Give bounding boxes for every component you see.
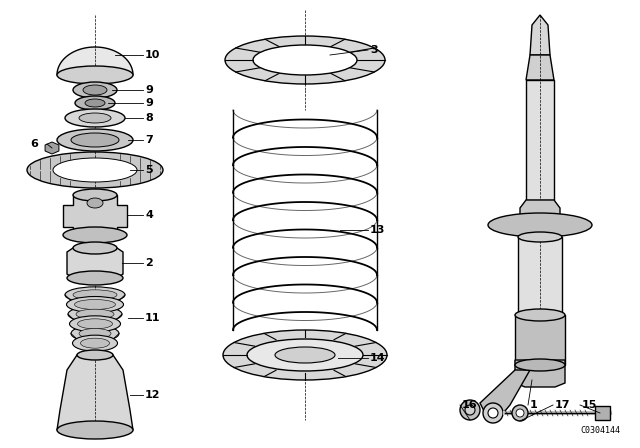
Ellipse shape [73, 290, 117, 300]
Text: 11: 11 [145, 313, 161, 323]
Text: 8: 8 [145, 113, 153, 123]
Ellipse shape [518, 232, 562, 242]
Polygon shape [45, 142, 59, 154]
Ellipse shape [253, 45, 357, 75]
Ellipse shape [87, 198, 103, 208]
Ellipse shape [57, 421, 133, 439]
Polygon shape [518, 237, 562, 345]
Polygon shape [515, 360, 565, 387]
Ellipse shape [67, 271, 123, 285]
Ellipse shape [70, 316, 120, 332]
Ellipse shape [71, 326, 119, 341]
Polygon shape [526, 80, 554, 200]
Text: 9: 9 [145, 85, 153, 95]
Ellipse shape [83, 85, 107, 95]
Ellipse shape [27, 152, 163, 188]
Ellipse shape [65, 287, 125, 303]
Polygon shape [57, 355, 133, 430]
Ellipse shape [73, 242, 117, 254]
Ellipse shape [515, 309, 565, 321]
Ellipse shape [79, 113, 111, 123]
Text: 3: 3 [370, 45, 378, 55]
Text: 14: 14 [370, 353, 386, 363]
Text: 13: 13 [370, 225, 385, 235]
Ellipse shape [57, 66, 133, 84]
Ellipse shape [63, 227, 127, 243]
Ellipse shape [53, 158, 137, 182]
Ellipse shape [247, 339, 363, 371]
Text: 7: 7 [145, 135, 153, 145]
Text: 17: 17 [555, 400, 570, 410]
Text: 15: 15 [582, 400, 597, 410]
Polygon shape [67, 248, 123, 278]
Circle shape [483, 403, 503, 423]
Ellipse shape [223, 330, 387, 380]
Ellipse shape [73, 189, 117, 201]
Ellipse shape [275, 347, 335, 363]
Ellipse shape [68, 306, 122, 322]
Circle shape [465, 405, 475, 415]
Ellipse shape [77, 350, 113, 360]
Circle shape [460, 400, 480, 420]
Ellipse shape [71, 133, 119, 147]
Ellipse shape [77, 319, 113, 329]
Ellipse shape [73, 82, 117, 98]
Text: 4: 4 [145, 210, 153, 220]
Polygon shape [595, 406, 610, 420]
Ellipse shape [75, 96, 115, 110]
Polygon shape [57, 47, 133, 75]
Ellipse shape [72, 335, 118, 351]
Polygon shape [530, 15, 550, 55]
Polygon shape [480, 370, 530, 417]
Ellipse shape [79, 328, 111, 339]
Text: C0304144: C0304144 [580, 426, 620, 435]
Text: 2: 2 [145, 258, 153, 268]
Ellipse shape [488, 213, 592, 237]
Text: 12: 12 [145, 390, 161, 400]
Text: 5: 5 [145, 165, 152, 175]
Text: 1: 1 [530, 400, 538, 410]
Ellipse shape [85, 99, 105, 107]
Polygon shape [526, 55, 554, 80]
Text: 10: 10 [145, 50, 161, 60]
Ellipse shape [76, 309, 114, 319]
Ellipse shape [515, 359, 565, 371]
Circle shape [512, 405, 528, 421]
Circle shape [488, 408, 498, 418]
Circle shape [516, 409, 524, 417]
Ellipse shape [81, 338, 109, 348]
Polygon shape [515, 315, 565, 365]
Ellipse shape [57, 129, 133, 151]
Polygon shape [520, 200, 560, 220]
Text: 16: 16 [462, 400, 477, 410]
Text: 6: 6 [30, 139, 38, 149]
Ellipse shape [67, 297, 124, 313]
Ellipse shape [74, 300, 115, 310]
Polygon shape [63, 195, 127, 235]
Ellipse shape [65, 109, 125, 127]
Polygon shape [520, 220, 560, 229]
Text: 9: 9 [145, 98, 153, 108]
Ellipse shape [225, 36, 385, 84]
